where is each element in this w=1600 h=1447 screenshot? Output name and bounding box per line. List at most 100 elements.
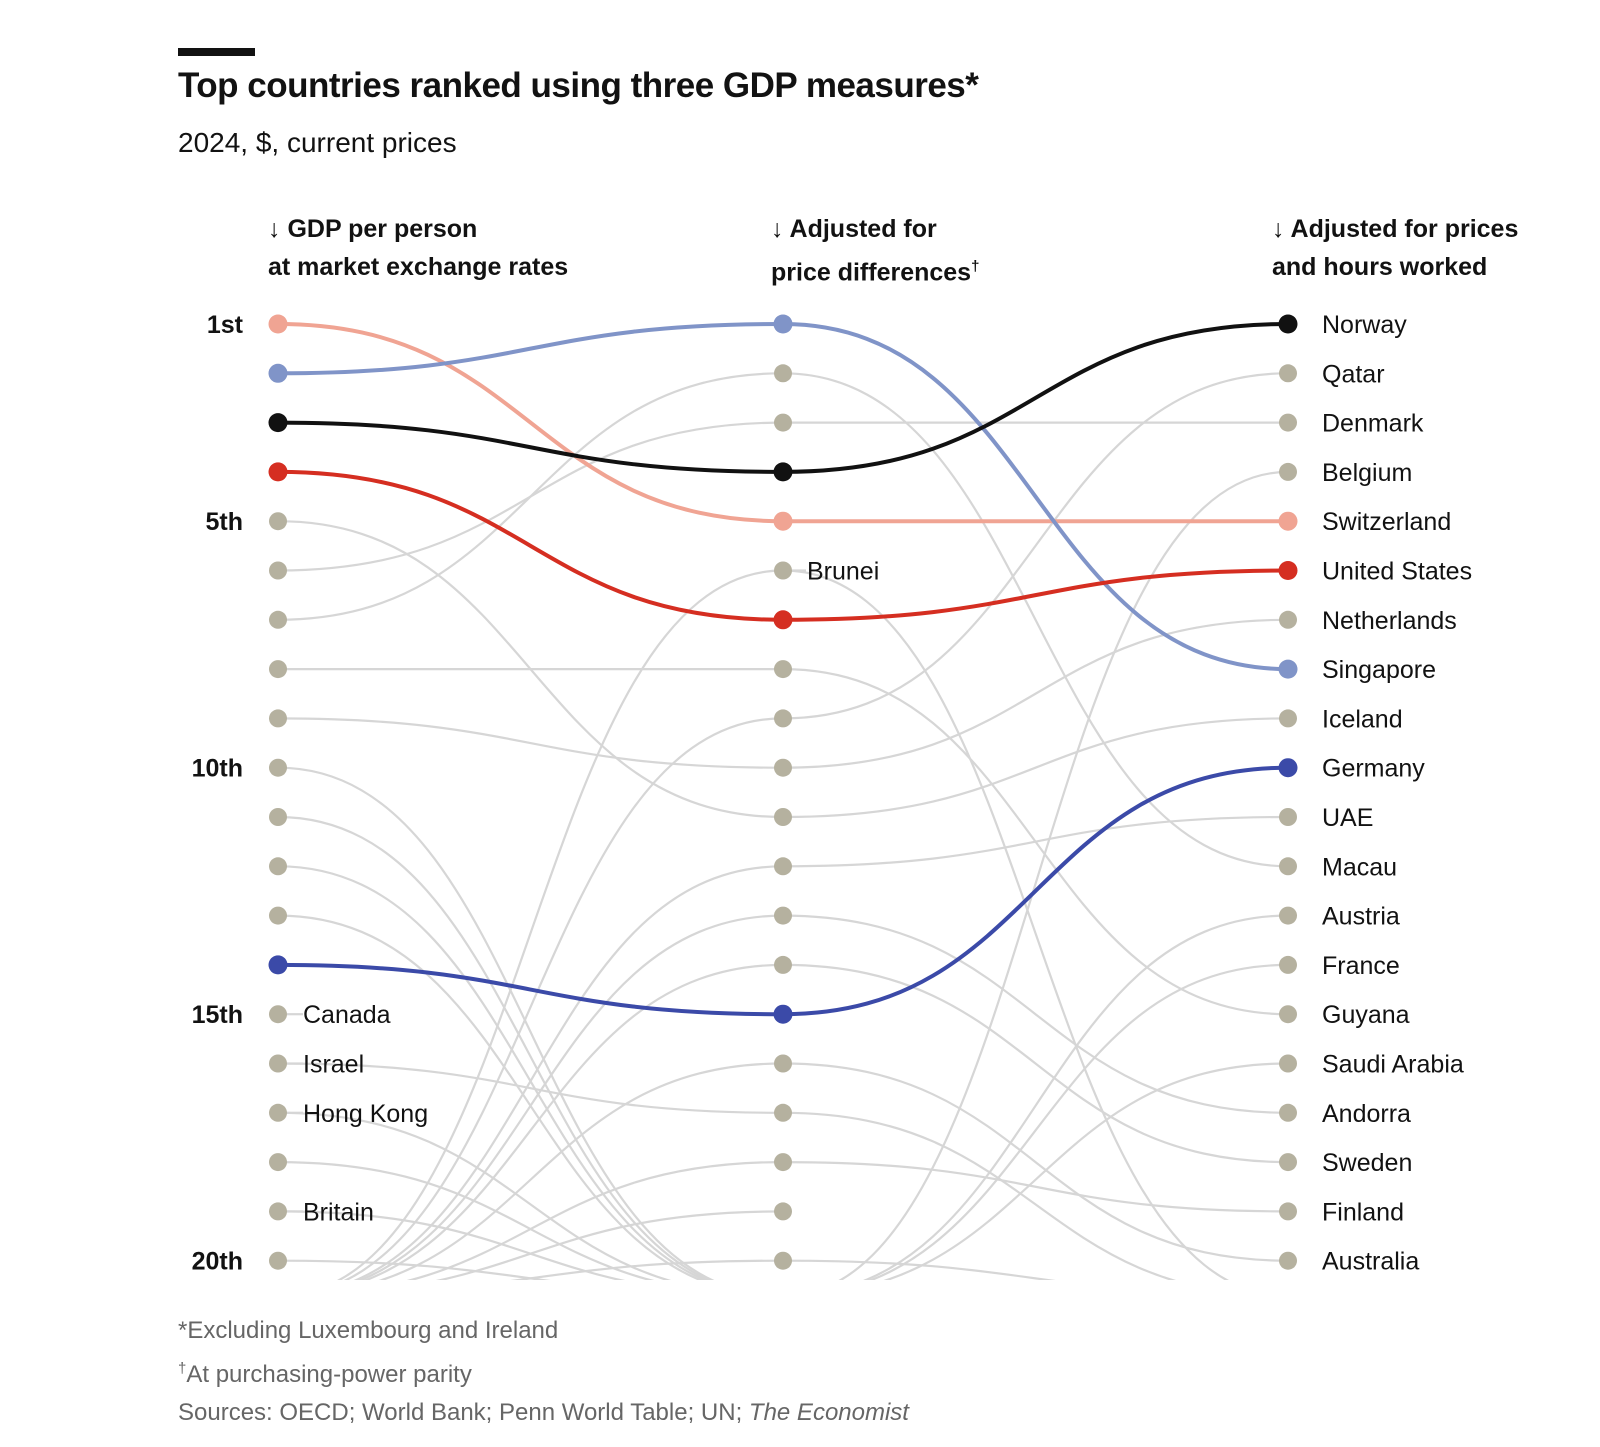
rank-dot (774, 413, 792, 432)
down-arrow-icon: ↓ (268, 215, 281, 243)
country-label: Britain (303, 1198, 374, 1226)
highlight-dot (268, 314, 288, 334)
background-link (277, 717, 784, 769)
rank-dot (269, 1005, 287, 1024)
background-link (362, 963, 784, 1280)
column-header-market-rates: ↓ GDP per person at market exchange rate… (268, 210, 568, 286)
background-link (782, 815, 1289, 868)
rank-dot (1279, 808, 1297, 826)
top-rule (178, 48, 255, 56)
rank-dot (1279, 1153, 1297, 1172)
column-header-line: Adjusted for (789, 215, 937, 243)
country-label: Guyana (1322, 1001, 1410, 1029)
rank-dot (269, 1153, 287, 1172)
country-label: Netherlands (1322, 607, 1457, 635)
rank-dot (774, 1251, 792, 1270)
rank-dot (1279, 1005, 1297, 1024)
background-link (862, 914, 1289, 1280)
rank-tick-label: 5th (206, 508, 244, 536)
rank-axis: 1st 5th 10th 15th 20th (192, 311, 244, 1276)
highlight-dot (773, 610, 793, 630)
series-line-switzerland (277, 322, 784, 524)
background-link (510, 1259, 784, 1280)
series-line-norway (782, 322, 1289, 474)
background-link (277, 815, 712, 1280)
rank-dot (1279, 1054, 1297, 1073)
background-links (277, 372, 1289, 1280)
rank-dot (1279, 857, 1297, 876)
country-label: Canada (303, 1001, 391, 1029)
rank-dot (1279, 1202, 1297, 1221)
rank-dot (1279, 955, 1297, 974)
background-link (782, 1111, 1177, 1280)
background-link (782, 372, 1289, 720)
sources-publication: The Economist (748, 1399, 909, 1426)
footnote-ppp: †At purchasing-power parity (178, 1350, 909, 1394)
country-label: UAE (1322, 804, 1373, 832)
chart-subtitle: 2024, $, current prices (178, 127, 457, 158)
highlight-dot (773, 314, 793, 334)
series-line-germany (782, 765, 1289, 1017)
sources-line: Sources: OECD; World Bank; Penn World Ta… (178, 1394, 909, 1432)
highlight-dot (268, 363, 288, 383)
rank-dots (268, 314, 1298, 1270)
rank-tick-label: 10th (192, 755, 243, 783)
highlight-dot (268, 413, 288, 433)
column-header-line: price differences (771, 258, 972, 287)
column-header-hours-adjusted: ↓ Adjusted for prices and hours worked (1272, 210, 1518, 286)
rank-dot (774, 660, 792, 679)
background-link (277, 1111, 672, 1280)
country-label: Denmark (1322, 410, 1424, 438)
background-link (882, 1062, 1289, 1280)
rank-dot (1279, 462, 1297, 481)
rank-dot (269, 512, 287, 531)
rank-dot (774, 1202, 792, 1221)
country-label: Saudi Arabia (1322, 1051, 1464, 1079)
series-line-norway (277, 420, 784, 474)
country-label: Switzerland (1322, 508, 1451, 536)
rank-dot (1279, 413, 1297, 432)
dagger-mark: † (971, 258, 980, 275)
column-header-line: and hours worked (1272, 253, 1488, 281)
country-label: France (1322, 952, 1400, 980)
column-header-line: at market exchange rates (268, 253, 569, 281)
footnote-exclusions: *Excluding Luxembourg and Ireland (178, 1317, 559, 1344)
footnotes: *Excluding Luxembourg and Ireland †At pu… (178, 1312, 909, 1432)
series-line-united-states (277, 469, 784, 622)
background-link (782, 717, 1289, 819)
series-line-singapore (782, 322, 1289, 672)
rank-dot (269, 758, 287, 777)
background-link (435, 1210, 784, 1280)
background-link (782, 1161, 1289, 1213)
rank-dot (269, 857, 287, 876)
rank-dot (774, 1153, 792, 1172)
rank-dot (269, 709, 287, 728)
rank-dot (269, 660, 287, 679)
country-label: Qatar (1322, 360, 1385, 388)
rank-dot (774, 364, 792, 383)
background-link (352, 865, 784, 1280)
country-label: Hong Kong (303, 1100, 428, 1128)
column-header-line: GDP per person (287, 215, 478, 243)
highlight-dot (1278, 511, 1298, 531)
background-link (782, 618, 1289, 769)
rank-dot (269, 1054, 287, 1073)
highlight-dot (1278, 314, 1298, 334)
rank-dot (1279, 364, 1297, 383)
rank-tick-label: 15th (192, 1001, 243, 1029)
highlight-dot (773, 511, 793, 531)
highlight-dot (1278, 561, 1298, 580)
background-link (782, 914, 1289, 1114)
background-link (277, 1062, 784, 1114)
rank-dot (1279, 906, 1297, 925)
highlight-dot (268, 955, 288, 975)
rank-dot (269, 1251, 287, 1270)
dagger-mark: † (178, 1360, 187, 1377)
background-link (357, 914, 784, 1280)
rank-tick-label: 20th (192, 1248, 243, 1276)
country-label: Sweden (1322, 1149, 1412, 1177)
background-link (782, 963, 1289, 1164)
footnote-ppp-text: At purchasing-power parity (186, 1361, 472, 1388)
rank-dot (269, 610, 287, 629)
country-label: Iceland (1322, 705, 1403, 733)
